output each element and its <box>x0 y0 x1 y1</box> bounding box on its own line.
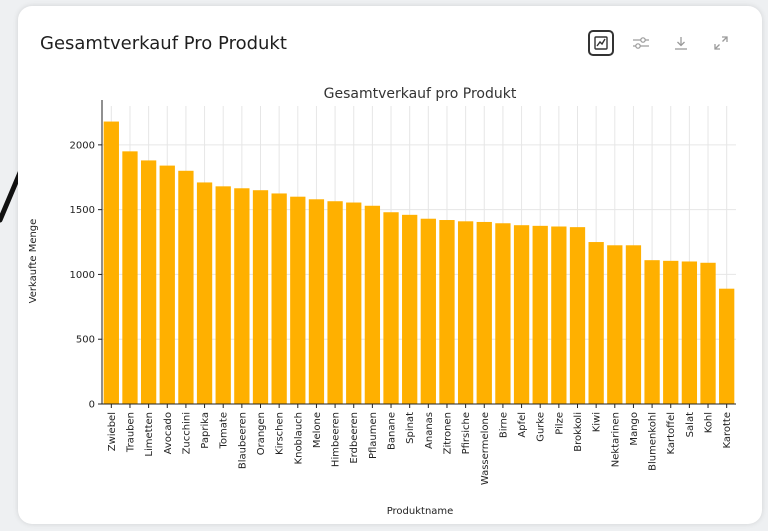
bar-gurke <box>532 225 548 404</box>
x-tick-label: Zitronen <box>442 412 453 454</box>
expand-button[interactable] <box>708 30 734 56</box>
bar-pflaumen <box>364 205 381 404</box>
x-tick-label: Gurke <box>536 412 547 442</box>
bar-tomate <box>215 186 231 404</box>
bar-kiwi <box>588 242 604 404</box>
bar-karotte <box>719 288 735 404</box>
chart-card: Gesamtverkauf Pro Produkt <box>18 6 762 524</box>
bar-blumenkohl <box>644 260 660 404</box>
x-tick-label: Trauben <box>125 412 136 453</box>
x-tick-label: Salat <box>685 412 696 437</box>
bar-kirschen <box>271 193 287 404</box>
x-tick-label: Orangen <box>256 412 267 455</box>
chart-view-icon <box>594 36 608 50</box>
x-tick-label: Knoblauch <box>293 412 304 464</box>
bar-pilze <box>551 226 567 404</box>
x-axis-title: Produktname <box>387 506 454 517</box>
x-tick-label: Nektarinen <box>610 412 621 467</box>
bar-blaubeeren <box>234 188 250 404</box>
bar-salat <box>681 261 698 404</box>
x-tick-label: Kartoffel <box>666 412 677 454</box>
y-tick-label: 500 <box>76 335 95 346</box>
bar-kohl <box>700 262 716 404</box>
x-tick-label: Himbeeren <box>331 412 342 467</box>
y-tick-label: 0 <box>89 400 95 411</box>
bar-himbeeren <box>327 201 343 404</box>
x-tick-label: Limetten <box>144 412 155 457</box>
bar-zucchini <box>178 170 194 404</box>
bar-nektarinen <box>607 245 623 404</box>
x-tick-label: Karotte <box>722 412 733 449</box>
bar-kartoffel <box>663 260 679 404</box>
expand-icon <box>714 36 728 50</box>
bar-pfirsiche <box>457 221 474 404</box>
y-tick-label: 1000 <box>70 270 95 281</box>
x-tick-label: Paprika <box>200 412 211 449</box>
x-tick-label: Avocado <box>163 412 174 454</box>
bar-spinat <box>402 214 418 404</box>
bar-limetten <box>140 160 157 404</box>
x-tick-label: Kirschen <box>275 412 286 455</box>
x-tick-label: Banane <box>387 412 398 450</box>
x-tick-label: Birne <box>498 412 509 438</box>
bar-mango <box>625 245 642 404</box>
bar-birne <box>495 223 511 404</box>
bar-trauben <box>122 151 138 404</box>
filter-sliders-icon <box>633 37 649 49</box>
x-tick-label: Pilze <box>554 412 565 435</box>
bar-melone <box>308 199 325 404</box>
x-tick-label: Blumenkohl <box>648 412 659 471</box>
bar-erdbeeren <box>346 202 362 404</box>
x-tick-label: Kiwi <box>592 412 603 432</box>
bar-orangen <box>252 190 269 404</box>
x-tick-label: Tomate <box>219 412 230 449</box>
x-tick-label: Kohl <box>704 412 715 433</box>
card-title: Gesamtverkauf Pro Produkt <box>40 32 287 54</box>
chart-title: Gesamtverkauf pro Produkt <box>324 86 517 102</box>
bar-knoblauch <box>290 196 306 404</box>
x-tick-label: Brokkoli <box>573 412 584 452</box>
card-header: Gesamtverkauf Pro Produkt <box>40 28 740 58</box>
y-tick-label: 2000 <box>70 140 95 151</box>
bar-zwiebel <box>103 121 119 405</box>
bar-banane <box>383 212 399 404</box>
bar-zitronen <box>439 220 455 404</box>
bar-paprika <box>196 182 213 404</box>
x-tick-label: Blaubeeren <box>237 412 248 469</box>
bar-brokkoli <box>569 227 586 404</box>
bar-chart: Gesamtverkauf pro Produkt Verkaufte Meng… <box>28 86 736 517</box>
download-icon <box>675 37 687 50</box>
y-tick-label: 1500 <box>70 205 95 216</box>
chart-view-button[interactable] <box>588 30 614 56</box>
x-tick-label: Ananas <box>424 412 435 449</box>
chart-toolbar <box>588 30 734 56</box>
x-tick-label: Spinat <box>405 412 416 444</box>
x-tick-label: Apfel <box>517 412 528 438</box>
x-tick-label: Mango <box>629 412 640 446</box>
bar-apfel <box>513 225 530 404</box>
x-tick-label: Zucchini <box>181 412 192 454</box>
filter-button[interactable] <box>628 30 654 56</box>
x-tick-label: Melone <box>312 412 323 448</box>
x-tick-label: Pfirsiche <box>461 412 472 454</box>
x-tick-label: Zwiebel <box>107 412 118 451</box>
x-tick-label: Erdbeeren <box>349 412 360 464</box>
bar-wassermelone <box>476 221 492 404</box>
x-tick-label: Pflaumen <box>368 412 379 459</box>
bar-avocado <box>159 165 175 404</box>
download-button[interactable] <box>668 30 694 56</box>
bar-ananas <box>420 218 436 404</box>
y-axis-title: Verkaufte Menge <box>28 219 39 304</box>
x-tick-label: Wassermelone <box>480 412 491 485</box>
